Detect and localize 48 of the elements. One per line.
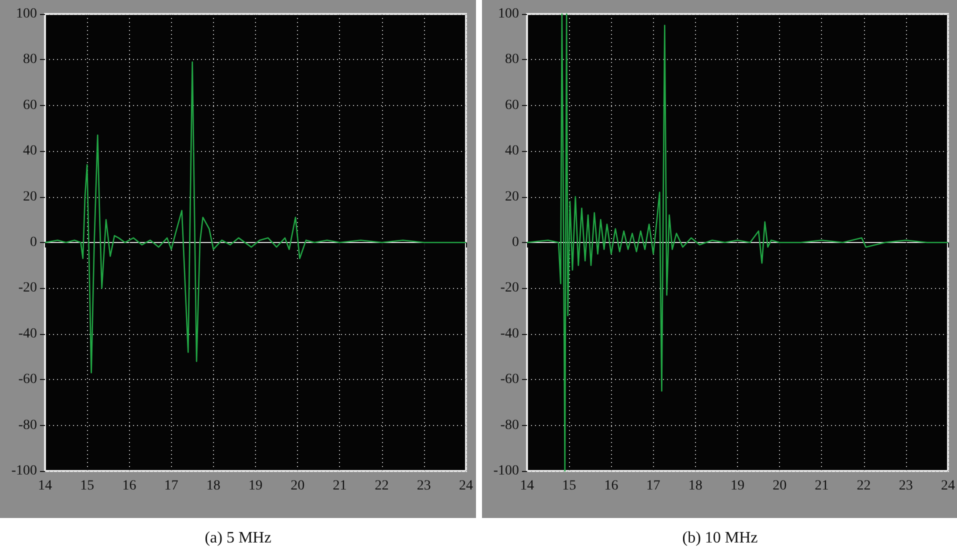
text: (b) 10 MHz <box>682 530 758 546</box>
y-tick-label: 100 <box>498 6 518 22</box>
y-tick-label: -100 <box>492 464 518 478</box>
line-series <box>44 61 467 374</box>
y-tick-label: -80 <box>18 418 37 433</box>
x-tick-label: 17 <box>164 478 178 494</box>
y-tick-label: -20 <box>18 280 37 296</box>
x-tick-label: 22 <box>856 478 870 494</box>
x-tick-label: 24 <box>940 478 954 494</box>
y-tick-label: -60 <box>500 372 518 388</box>
y-tick-label: 20 <box>23 189 37 204</box>
x-tick-label: 23 <box>898 478 912 494</box>
y-tick-label: 0 <box>30 235 37 250</box>
x-tick-label: 17 <box>646 478 660 494</box>
y-tick-label: 60 <box>23 98 37 113</box>
x-tick-label: 20 <box>772 478 786 494</box>
x-tick-label: 22 <box>374 478 389 494</box>
y-tick-label: -80 <box>500 418 518 433</box>
x-tick-label: 16 <box>604 478 618 494</box>
x-tick-label: 19 <box>248 478 262 494</box>
y-tick-label: 100 <box>16 6 37 22</box>
x-tick-label: 14 <box>520 478 534 494</box>
y-tick-label: -100 <box>11 464 37 478</box>
x-tick-label: 15 <box>562 478 576 494</box>
x-tick-label: 14 <box>38 478 52 494</box>
line-series <box>526 13 948 472</box>
x-tick-label: 21 <box>814 478 828 494</box>
x-tick-label: 15 <box>80 478 94 494</box>
y-tick-label: 40 <box>504 144 518 159</box>
text: (a) 5 MHz <box>204 530 272 546</box>
y-tick-label: 80 <box>23 52 37 68</box>
y-tick-label: 80 <box>504 52 518 68</box>
y-tick-label: 0 <box>512 235 518 250</box>
y-tick-label: -40 <box>18 326 37 342</box>
y-tick-label: -20 <box>500 280 518 296</box>
y-tick-label: -60 <box>18 372 37 388</box>
x-tick-label: 19 <box>730 478 744 494</box>
x-tick-label: 18 <box>206 478 220 494</box>
x-tick-label: 16 <box>122 478 136 494</box>
y-tick-label: 40 <box>23 144 37 159</box>
x-tick-label: 18 <box>688 478 702 494</box>
x-tick-label: 20 <box>290 478 305 494</box>
y-tick-label: -40 <box>500 326 518 342</box>
x-tick-label: 24 <box>459 478 473 494</box>
x-tick-label: 23 <box>416 478 431 494</box>
y-tick-label: 20 <box>504 189 518 204</box>
y-tick-label: 60 <box>504 98 518 113</box>
x-tick-label: 21 <box>332 478 347 494</box>
